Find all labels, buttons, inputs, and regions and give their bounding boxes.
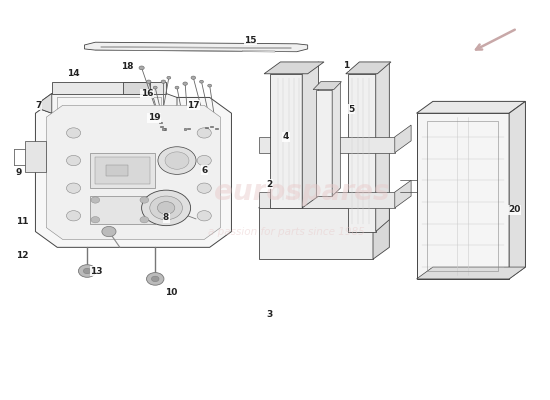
Circle shape bbox=[175, 86, 179, 89]
Text: 2: 2 bbox=[266, 180, 273, 189]
Circle shape bbox=[79, 265, 96, 277]
Polygon shape bbox=[123, 82, 150, 94]
Text: 9: 9 bbox=[16, 168, 23, 177]
FancyBboxPatch shape bbox=[184, 128, 186, 130]
FancyBboxPatch shape bbox=[156, 114, 160, 116]
Text: 18: 18 bbox=[120, 62, 133, 71]
Circle shape bbox=[91, 216, 100, 223]
Polygon shape bbox=[41, 94, 177, 113]
Polygon shape bbox=[376, 62, 389, 232]
Text: a passion for parts since 1985: a passion for parts since 1985 bbox=[207, 226, 364, 236]
Polygon shape bbox=[346, 62, 391, 74]
Polygon shape bbox=[416, 101, 525, 113]
Circle shape bbox=[165, 152, 189, 169]
Text: 7: 7 bbox=[35, 101, 41, 110]
Circle shape bbox=[197, 128, 211, 138]
Polygon shape bbox=[395, 125, 411, 153]
Polygon shape bbox=[509, 101, 525, 279]
Polygon shape bbox=[95, 157, 150, 184]
Text: 11: 11 bbox=[15, 217, 28, 226]
Circle shape bbox=[146, 272, 164, 285]
Polygon shape bbox=[332, 82, 340, 196]
Circle shape bbox=[67, 156, 81, 166]
FancyBboxPatch shape bbox=[160, 122, 162, 123]
FancyBboxPatch shape bbox=[164, 128, 166, 130]
Circle shape bbox=[157, 202, 175, 214]
Polygon shape bbox=[416, 267, 525, 279]
Text: 5: 5 bbox=[348, 105, 354, 114]
Polygon shape bbox=[395, 180, 411, 208]
Polygon shape bbox=[258, 137, 395, 153]
Circle shape bbox=[140, 197, 148, 203]
Polygon shape bbox=[41, 94, 52, 113]
Text: 19: 19 bbox=[148, 114, 161, 122]
Text: 8: 8 bbox=[163, 213, 169, 222]
Polygon shape bbox=[313, 82, 342, 90]
Polygon shape bbox=[90, 196, 155, 224]
Polygon shape bbox=[349, 74, 376, 232]
Circle shape bbox=[161, 80, 166, 83]
Circle shape bbox=[140, 216, 148, 223]
Text: 4: 4 bbox=[283, 132, 289, 141]
Polygon shape bbox=[373, 196, 389, 259]
Text: 14: 14 bbox=[67, 69, 80, 78]
Text: 16: 16 bbox=[141, 89, 153, 98]
Polygon shape bbox=[302, 62, 318, 208]
Text: 15: 15 bbox=[244, 36, 257, 45]
Polygon shape bbox=[52, 82, 166, 94]
Circle shape bbox=[158, 147, 196, 174]
FancyBboxPatch shape bbox=[215, 128, 217, 129]
Text: 1: 1 bbox=[343, 61, 349, 70]
Text: 17: 17 bbox=[187, 101, 200, 110]
Polygon shape bbox=[243, 50, 275, 52]
Polygon shape bbox=[25, 141, 46, 172]
Circle shape bbox=[67, 211, 81, 221]
Text: 20: 20 bbox=[508, 205, 521, 214]
FancyBboxPatch shape bbox=[162, 128, 165, 130]
Circle shape bbox=[67, 128, 81, 138]
Circle shape bbox=[153, 86, 157, 89]
Circle shape bbox=[208, 84, 212, 87]
Polygon shape bbox=[46, 105, 221, 240]
Circle shape bbox=[197, 183, 211, 193]
Circle shape bbox=[200, 80, 204, 83]
Polygon shape bbox=[106, 164, 128, 176]
Circle shape bbox=[191, 76, 196, 79]
Circle shape bbox=[67, 183, 81, 193]
Circle shape bbox=[167, 76, 171, 79]
Polygon shape bbox=[35, 98, 232, 247]
Polygon shape bbox=[258, 192, 395, 208]
Circle shape bbox=[150, 196, 183, 220]
Circle shape bbox=[197, 211, 211, 221]
Polygon shape bbox=[85, 42, 307, 52]
Polygon shape bbox=[258, 208, 373, 259]
Circle shape bbox=[197, 156, 211, 166]
Circle shape bbox=[84, 268, 91, 274]
Text: 10: 10 bbox=[166, 288, 178, 297]
Circle shape bbox=[102, 226, 116, 237]
Circle shape bbox=[183, 82, 188, 85]
FancyBboxPatch shape bbox=[210, 126, 213, 127]
Text: 6: 6 bbox=[201, 166, 207, 175]
Circle shape bbox=[151, 276, 159, 282]
FancyBboxPatch shape bbox=[205, 127, 208, 128]
FancyBboxPatch shape bbox=[187, 128, 190, 129]
Polygon shape bbox=[416, 113, 509, 279]
Polygon shape bbox=[258, 196, 389, 208]
FancyBboxPatch shape bbox=[160, 126, 163, 127]
Circle shape bbox=[91, 197, 100, 203]
Text: 13: 13 bbox=[90, 266, 103, 276]
Polygon shape bbox=[270, 74, 302, 208]
Circle shape bbox=[139, 66, 144, 70]
Polygon shape bbox=[316, 90, 332, 196]
Polygon shape bbox=[90, 153, 155, 188]
Circle shape bbox=[141, 190, 191, 226]
Polygon shape bbox=[264, 62, 324, 74]
Text: eurospares: eurospares bbox=[214, 178, 390, 206]
Text: 3: 3 bbox=[266, 310, 273, 319]
Circle shape bbox=[146, 80, 151, 83]
Text: 12: 12 bbox=[15, 251, 28, 260]
